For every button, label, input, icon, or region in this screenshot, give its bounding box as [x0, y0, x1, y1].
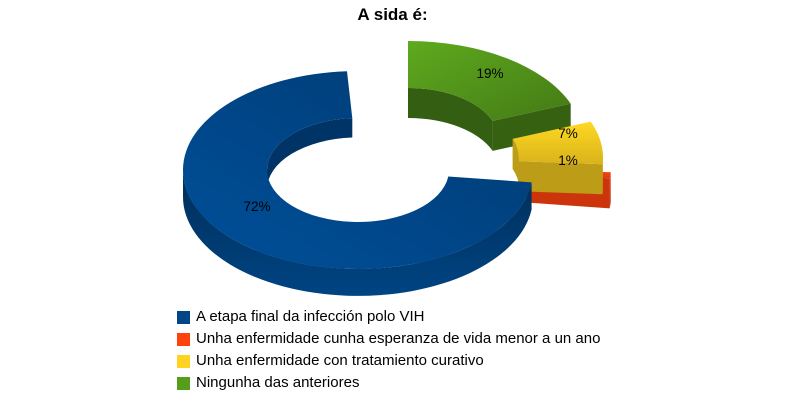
- legend-label: Ningunha das anteriores: [196, 374, 360, 391]
- slice-label-0: 72%: [243, 199, 270, 214]
- slice-inner-wall: [512, 138, 519, 188]
- slice-cut-face: [518, 161, 603, 195]
- slice-top-face: [408, 41, 571, 121]
- chart-legend: A etapa final da infección polo VIH Unha …: [177, 306, 600, 394]
- legend-swatch: [177, 354, 190, 368]
- legend-label: A etapa final da infección polo VIH: [196, 308, 425, 325]
- slice-label-3: 19%: [476, 66, 503, 81]
- legend-item-3: Ningunha das anteriores: [177, 372, 600, 394]
- legend-swatch: [177, 310, 190, 324]
- legend-swatch: [177, 332, 190, 346]
- slice-top-face: [512, 121, 604, 165]
- pie-slice-3[interactable]: [408, 41, 571, 151]
- pie-slice-0[interactable]: [182, 71, 532, 296]
- slice-top-face: [182, 71, 532, 270]
- slice-outer-wall: [183, 170, 532, 296]
- slice-label-2: 7%: [558, 126, 578, 141]
- legend-item-2: Unha enfermidade con tratamiento curativ…: [177, 350, 600, 372]
- slice-cut-face: [492, 103, 571, 151]
- legend-label: Unha enfermidade con tratamiento curativ…: [196, 352, 484, 369]
- legend-swatch: [177, 376, 190, 390]
- legend-label: Unha enfermidade cunha esperanza de vida…: [196, 330, 601, 347]
- slice-inner-wall: [408, 88, 493, 151]
- legend-item-0: A etapa final da infección polo VIH: [177, 306, 600, 328]
- slice-outer-wall: [609, 172, 611, 209]
- chart-title: A sida é:: [357, 5, 428, 24]
- legend-item-1: Unha enfermidade cunha esperanza de vida…: [177, 328, 600, 350]
- slice-label-1: 1%: [558, 153, 578, 168]
- pie-slice-2[interactable]: [512, 121, 604, 195]
- slice-inner-wall: [267, 118, 353, 190]
